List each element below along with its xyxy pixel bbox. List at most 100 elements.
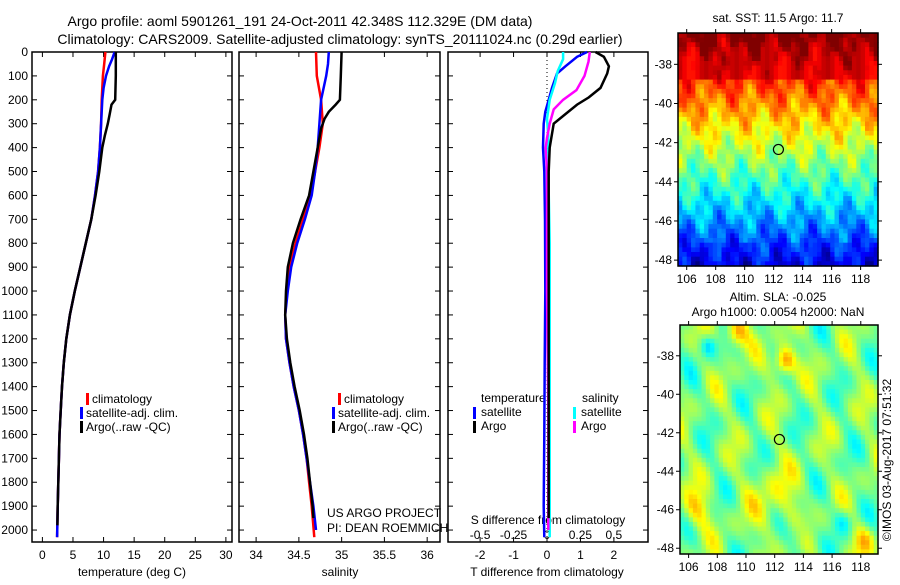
sla-map-cell <box>779 517 784 523</box>
legend-salinity: salinity <box>582 391 619 405</box>
sla-map-cell <box>813 512 819 518</box>
sst-map-cell <box>812 116 818 123</box>
sla-map-cell <box>736 467 741 473</box>
sst-map-cell <box>778 238 783 244</box>
sla-map-cell <box>753 544 759 550</box>
sla-map-cell <box>714 512 720 518</box>
sst-map-cell <box>760 61 766 67</box>
sla-map-cell <box>779 499 784 505</box>
sla-map-cell <box>753 448 759 454</box>
sst-map-cell <box>782 191 788 197</box>
sst-map-cell <box>760 107 766 113</box>
sla-map-cell <box>727 476 733 482</box>
sst-map-cell <box>751 121 757 127</box>
sst-map-cell <box>691 102 696 109</box>
sla-map-cell <box>744 480 750 486</box>
sst-map-cell <box>760 210 766 216</box>
series-line-t-satellite <box>541 50 588 538</box>
sst-map-cell <box>738 247 744 253</box>
sst-map-cell <box>691 158 696 165</box>
sla-map-cell <box>865 425 870 431</box>
sla-map-cell <box>830 503 836 509</box>
sla-map-cell <box>852 517 858 523</box>
lat-tick-label: -40 <box>657 387 675 401</box>
sla-map-cell <box>817 531 823 537</box>
sst-map-cell <box>695 149 701 155</box>
sst-map-cell <box>695 112 701 118</box>
sst-map-cell <box>782 242 788 248</box>
sst-map-cell <box>799 130 805 137</box>
sla-map-cell <box>680 380 685 386</box>
sla-map-cell <box>757 453 763 459</box>
sst-map-cell <box>682 116 688 123</box>
sst-map-cell <box>804 219 809 225</box>
sla-map-cell <box>804 425 810 431</box>
depth-tick-label: 400 <box>8 141 28 155</box>
sst-map-cell <box>786 144 792 151</box>
sla-map-cell <box>736 347 741 354</box>
sst-map-cell <box>765 163 770 169</box>
sst-map-cell <box>778 233 783 239</box>
sla-map-cell <box>865 444 870 450</box>
sst-map-cell <box>847 33 853 39</box>
sla-map-cell <box>847 361 853 367</box>
sla-map-cell <box>839 357 845 363</box>
sla-map-cell <box>787 494 793 500</box>
sst-map-cell <box>686 158 692 165</box>
sla-map-cell <box>736 343 741 349</box>
sst-map-cell <box>695 154 701 160</box>
sst-map-cell <box>708 168 714 174</box>
sla-map-cell <box>779 489 784 496</box>
sla-map-cell <box>843 329 849 335</box>
sst-map-cell <box>778 172 783 179</box>
sst-map-cell <box>795 102 801 109</box>
sla-map-cell <box>783 393 789 399</box>
sst-map-cell <box>843 33 849 39</box>
sst-map-cell <box>838 47 844 53</box>
sst-map-cell <box>704 247 709 253</box>
sla-map-cell <box>714 347 720 354</box>
sla-map-cell <box>736 480 741 486</box>
sst-map-cell <box>708 121 714 127</box>
sla-map-cell <box>714 549 720 555</box>
sla-map-cell <box>710 531 715 537</box>
sla-map-cell <box>865 421 870 427</box>
sla-map-cell <box>873 361 879 367</box>
sla-map-cell <box>753 457 759 463</box>
sla-map-cell <box>839 467 845 473</box>
sst-map-cell <box>756 107 762 113</box>
sst-map-cell <box>678 130 683 137</box>
sla-map-cell <box>865 430 870 436</box>
sst-map-cell <box>817 144 822 151</box>
sla-map-cell <box>873 531 879 537</box>
sst-map-cell <box>847 130 853 137</box>
sla-map-cell <box>766 517 771 523</box>
sst-map-cell <box>765 121 770 127</box>
sla-map-cell <box>817 462 823 468</box>
sst-map-cell <box>847 261 853 267</box>
sst-map-cell <box>686 172 692 179</box>
sla-map-cell <box>736 402 741 409</box>
sst-map-cell <box>717 261 722 267</box>
sla-map-cell <box>791 347 797 354</box>
sst-map-cell <box>691 224 696 230</box>
sla-map-cell <box>761 370 767 376</box>
sla-map-cell <box>748 430 754 436</box>
sst-map-cell <box>795 154 801 160</box>
sst-map-cell <box>734 228 740 234</box>
sla-map-cell <box>852 476 858 482</box>
sst-map-cell <box>773 79 779 85</box>
sst-map-cell <box>821 182 827 188</box>
sla-map-cell <box>869 412 875 418</box>
sla-map-cell <box>865 503 870 509</box>
sst-map-cell <box>686 149 692 155</box>
sla-map-cell <box>783 457 789 463</box>
sla-map-cell <box>697 453 703 459</box>
sst-map-cell <box>743 154 749 160</box>
sst-map-cell <box>734 158 740 165</box>
sla-map-cell <box>835 444 840 450</box>
sla-map-cell <box>680 448 685 454</box>
sla-map-cell <box>684 439 690 445</box>
sla-map-cell <box>770 521 776 528</box>
sst-map-cell <box>730 238 736 244</box>
